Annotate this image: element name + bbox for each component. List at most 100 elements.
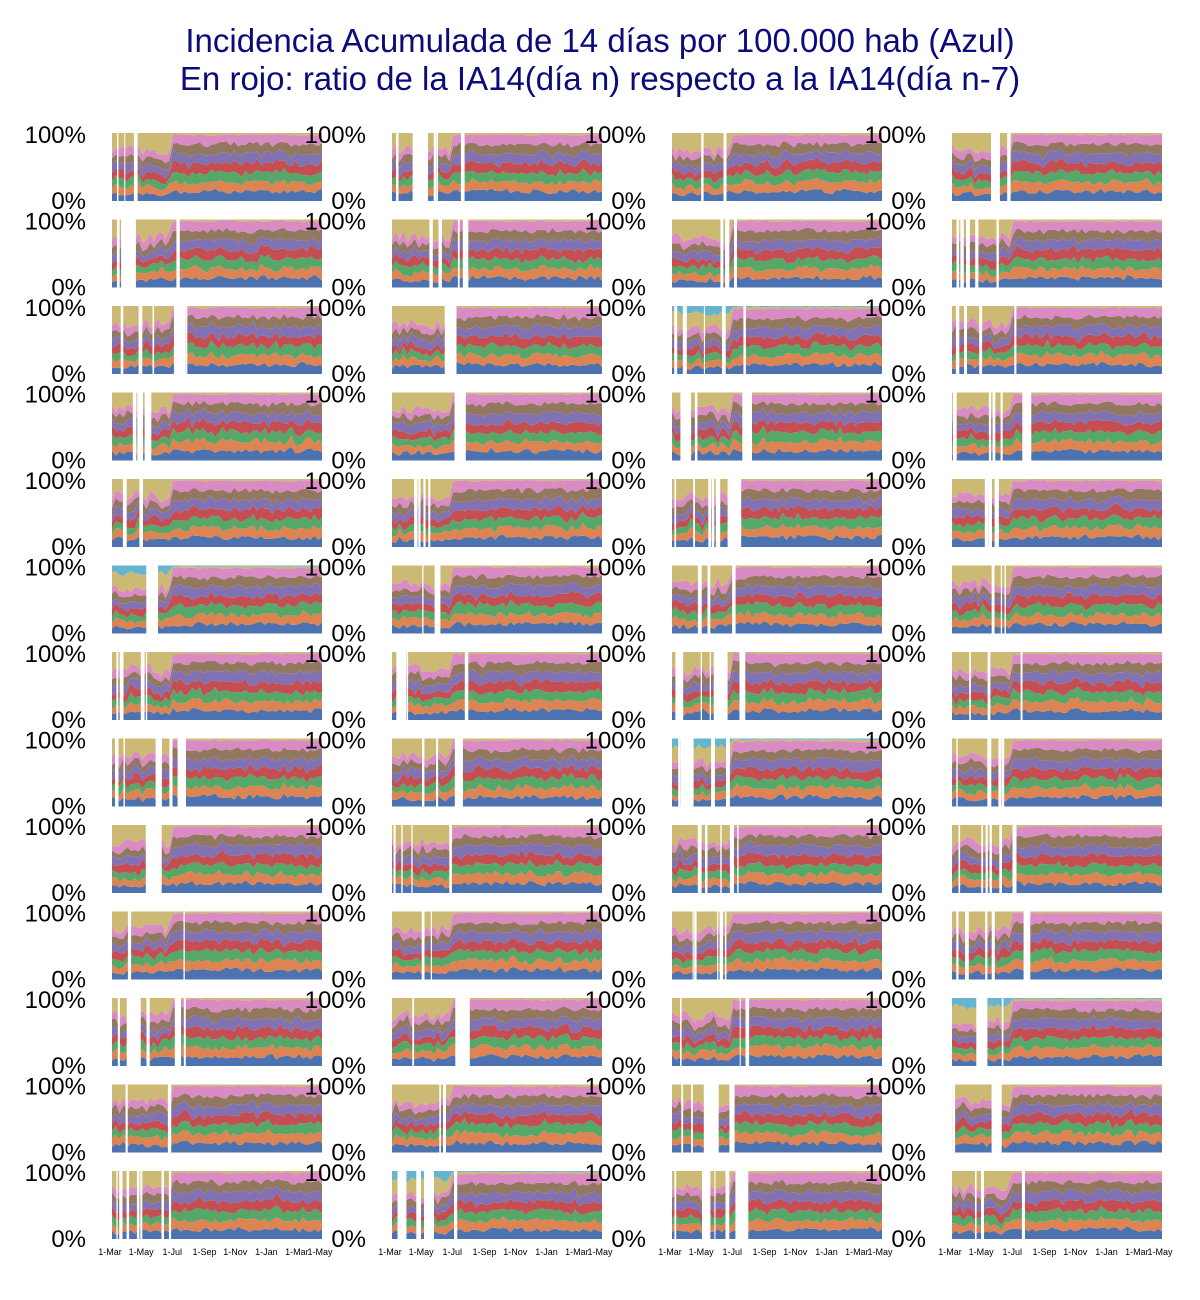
panel-37-layer-3 bbox=[112, 947, 322, 970]
panel-48-layer-8 bbox=[952, 1084, 1162, 1108]
panel-8-layer-8 bbox=[952, 219, 1162, 242]
panel-21 bbox=[112, 565, 322, 634]
panel-7-layer-4 bbox=[672, 245, 882, 271]
panel-15 bbox=[672, 392, 882, 461]
panel-51-gap bbox=[674, 1171, 677, 1239]
panel-11-gap bbox=[743, 306, 746, 374]
panel-28-layer-3 bbox=[952, 686, 1162, 710]
y-tick-100: 100% bbox=[305, 122, 366, 149]
panel-32-layer-4 bbox=[952, 765, 1162, 788]
panel-18-layer-1 bbox=[392, 534, 602, 547]
panel-28-layer-7 bbox=[952, 653, 1162, 682]
panel-8-gap bbox=[996, 219, 999, 288]
panel-8-gap bbox=[966, 219, 970, 288]
panel-40-layer-8 bbox=[952, 911, 1162, 936]
panel-29-layer-8 bbox=[112, 738, 322, 760]
x-tick-label: 1-Sep bbox=[752, 1247, 776, 1257]
y-tick-100: 100% bbox=[305, 555, 366, 582]
panel-29 bbox=[112, 738, 322, 807]
y-tick-100: 100% bbox=[585, 295, 646, 322]
panel-46 bbox=[392, 1084, 602, 1153]
panel-29-layer-7 bbox=[112, 739, 322, 768]
panel-5-layer-2 bbox=[112, 263, 322, 283]
panel-26-layer-1 bbox=[392, 707, 602, 720]
panel-39-layer-5 bbox=[672, 928, 882, 956]
panel-38-layer-8 bbox=[392, 911, 602, 934]
panel-39-layer-2 bbox=[672, 956, 882, 975]
panel-5-layer-6 bbox=[112, 227, 322, 257]
panel-46-layer-6 bbox=[392, 1092, 602, 1121]
panel-15-layer-2 bbox=[672, 436, 882, 456]
y-tick-0: 0% bbox=[331, 621, 366, 648]
panel-38 bbox=[392, 911, 602, 980]
panel-30-layer-2 bbox=[392, 783, 602, 802]
x-tick-label: 1-May bbox=[689, 1247, 715, 1257]
panel-40-gap bbox=[991, 911, 995, 980]
panel-47-gap bbox=[729, 1084, 733, 1153]
y-tick-100: 100% bbox=[585, 641, 646, 668]
panel-32 bbox=[952, 738, 1162, 807]
panel-21-gap bbox=[146, 565, 158, 634]
panel-1-gap bbox=[124, 133, 126, 201]
y-tick-100: 100% bbox=[25, 295, 86, 322]
y-tick-100: 100% bbox=[25, 382, 86, 409]
panel-47 bbox=[672, 1084, 882, 1153]
panel-9-gap bbox=[152, 306, 155, 374]
panel-43-layer-7 bbox=[672, 998, 882, 1032]
panel-11-gap bbox=[683, 306, 687, 374]
panel-23-layer-4 bbox=[672, 592, 882, 616]
x-tick-label: 1-Jan bbox=[815, 1247, 838, 1257]
panel-6-gap bbox=[464, 219, 469, 288]
panel-48-layer-3 bbox=[952, 1118, 1162, 1140]
panel-41-layer-2 bbox=[112, 1043, 322, 1061]
panel-43-layer-2 bbox=[672, 1043, 882, 1062]
panel-17-layer-1 bbox=[112, 535, 322, 547]
panel-5-layer-1 bbox=[112, 274, 322, 288]
panel-23-gap bbox=[707, 565, 711, 634]
panel-25-layer-4 bbox=[112, 678, 322, 704]
y-tick-0: 0% bbox=[331, 448, 366, 475]
panel-47-layer-1 bbox=[672, 1140, 882, 1153]
panel-23-layer-2 bbox=[672, 609, 882, 630]
y-tick-100: 100% bbox=[305, 987, 366, 1014]
panel-20-layer-3 bbox=[952, 514, 1162, 535]
panel-6-gap bbox=[438, 219, 442, 288]
panel-14-layer-2 bbox=[392, 437, 602, 456]
x-tick-label: 1-Jan bbox=[255, 1247, 278, 1257]
panel-31-gap bbox=[726, 738, 730, 807]
panel-38-layer-7 bbox=[392, 912, 602, 941]
panel-37-layer-1 bbox=[112, 967, 322, 980]
panel-40-gap bbox=[985, 911, 988, 980]
panel-19-layer-3 bbox=[672, 513, 882, 536]
panel-52-gap bbox=[975, 1171, 977, 1239]
panel-16 bbox=[952, 392, 1162, 461]
panel-25-layer-8 bbox=[112, 652, 322, 677]
panel-26-gap bbox=[464, 652, 469, 720]
panel-18-layer-8 bbox=[392, 479, 602, 503]
panel-41 bbox=[112, 998, 322, 1066]
y-tick-100: 100% bbox=[585, 468, 646, 495]
panel-6 bbox=[392, 219, 602, 288]
panel-44-layer-5 bbox=[952, 1015, 1162, 1045]
x-tick-label: 1-Sep bbox=[1032, 1247, 1056, 1257]
panel-32-layer-8 bbox=[952, 738, 1162, 760]
panel-15-layer-3 bbox=[672, 425, 882, 450]
y-tick-0: 0% bbox=[891, 448, 926, 475]
panel-21-layer-2 bbox=[112, 610, 322, 630]
panel-13-gap bbox=[137, 392, 144, 461]
panel-50-layer-1 bbox=[392, 1227, 602, 1239]
panel-31 bbox=[672, 738, 882, 807]
panel-12-layer-7 bbox=[952, 306, 1162, 336]
panel-41-layer-5 bbox=[112, 1014, 322, 1041]
panel-21-layer-4 bbox=[112, 591, 322, 618]
x-tick-label: 1-Mar bbox=[845, 1247, 869, 1257]
panel-8-gap bbox=[960, 219, 964, 288]
panel-50-gap bbox=[397, 1171, 402, 1239]
panel-41-gap bbox=[183, 998, 186, 1066]
panel-2-layer-1 bbox=[392, 188, 602, 201]
panel-44-layer-2 bbox=[952, 1043, 1162, 1062]
panel-20-layer-5 bbox=[952, 495, 1162, 520]
panel-27-gap bbox=[713, 652, 728, 720]
panel-42-layer-2 bbox=[392, 1043, 602, 1062]
y-tick-100: 100% bbox=[865, 382, 926, 409]
